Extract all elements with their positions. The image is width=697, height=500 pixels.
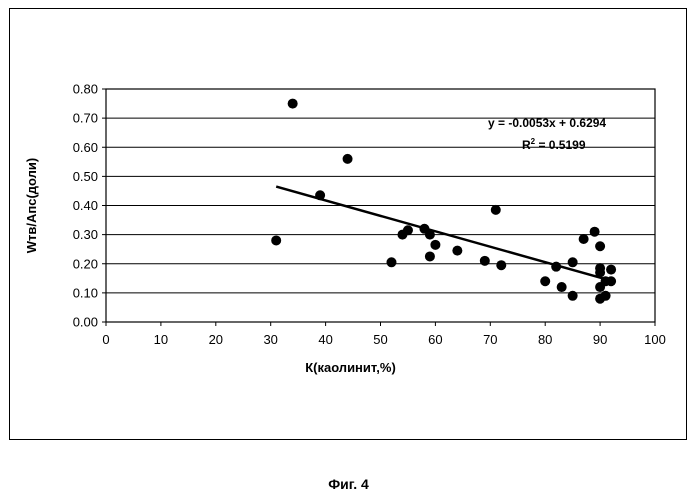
y-tick-label: 0.00 — [73, 315, 98, 330]
x-tick-label: 10 — [154, 332, 168, 347]
y-tick-label: 0.60 — [73, 140, 98, 155]
x-axis-title: К(каолинит,%) — [305, 360, 396, 375]
x-tick-label: 90 — [593, 332, 607, 347]
scatter-chart: 0.00 0.10 0.20 0.30 0.40 0.50 0.60 0.70 0.80 0 10… — [10, 9, 686, 439]
data-point — [557, 282, 567, 292]
data-point — [606, 265, 616, 275]
x-axis-ticks: 0 10 20 30 40 50 60 70 80 90 100 — [102, 322, 665, 347]
x-tick-label: 40 — [318, 332, 332, 347]
r-squared-label: R2 = 0.5199 — [522, 137, 586, 152]
y-tick-label: 0.30 — [73, 227, 98, 242]
data-point — [425, 251, 435, 261]
data-point — [595, 241, 605, 251]
y-axis-title: Wтв/Апс(доли) — [24, 158, 39, 254]
data-point — [430, 240, 440, 250]
x-tick-label: 100 — [644, 332, 666, 347]
x-tick-label: 0 — [102, 332, 109, 347]
data-point — [551, 262, 561, 272]
data-point — [568, 257, 578, 267]
chart-area: 0.00 0.10 0.20 0.30 0.40 0.50 0.60 0.70 0.80 0 10… — [9, 8, 687, 440]
x-tick-label: 80 — [538, 332, 552, 347]
y-tick-label: 0.50 — [73, 169, 98, 184]
data-point — [579, 234, 589, 244]
data-point — [480, 256, 490, 266]
data-point — [540, 276, 550, 286]
data-point — [601, 291, 611, 301]
x-tick-label: 60 — [428, 332, 442, 347]
y-tick-label: 0.20 — [73, 256, 98, 271]
y-tick-label: 0.80 — [73, 82, 98, 97]
y-axis-ticks: 0.00 0.10 0.20 0.30 0.40 0.50 0.60 0.70 0.80 — [73, 82, 106, 330]
trendline-equation: y = -0.0053x + 0.6294 — [488, 116, 606, 130]
data-point — [452, 246, 462, 256]
data-point — [403, 225, 413, 235]
data-point — [271, 235, 281, 245]
data-point — [606, 276, 616, 286]
data-point — [496, 260, 506, 270]
y-tick-label: 0.40 — [73, 198, 98, 213]
r-squared-value: = 0.5199 — [535, 138, 586, 152]
x-tick-label: 70 — [483, 332, 497, 347]
data-point — [491, 205, 501, 215]
data-point — [590, 227, 600, 237]
figure-caption: Фиг. 4 — [0, 476, 697, 492]
x-tick-label: 20 — [209, 332, 223, 347]
data-point — [343, 154, 353, 164]
x-tick-label: 30 — [263, 332, 277, 347]
data-point — [568, 291, 578, 301]
y-tick-label: 0.70 — [73, 111, 98, 126]
x-tick-label: 50 — [373, 332, 387, 347]
data-point — [288, 99, 298, 109]
data-point — [425, 230, 435, 240]
data-point — [315, 190, 325, 200]
y-tick-label: 0.10 — [73, 285, 98, 300]
data-point — [386, 257, 396, 267]
r-squared-symbol: R — [522, 138, 531, 152]
data-point — [595, 267, 605, 277]
